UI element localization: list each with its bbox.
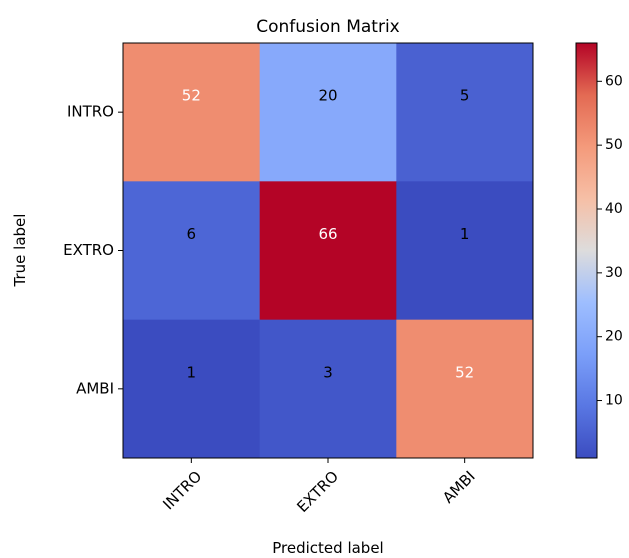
colorbar-tick-label: 60 xyxy=(605,73,623,89)
heatmap-cell xyxy=(123,43,261,182)
heatmap-cell xyxy=(396,319,534,459)
y-tick-label: AMBI xyxy=(76,379,114,397)
heatmap-cells xyxy=(123,43,534,459)
heatmap-cell xyxy=(123,319,261,459)
heatmap-cell xyxy=(396,181,534,321)
cell-value-label: 6 xyxy=(187,225,197,243)
heatmap-cell xyxy=(259,181,397,321)
colorbar-tick-label: 40 xyxy=(605,201,623,217)
y-axis-label: True label xyxy=(11,214,29,288)
cell-value-label: 1 xyxy=(460,225,470,243)
cell-value-label: 3 xyxy=(323,363,333,381)
colorbar-tick-label: 50 xyxy=(605,137,623,153)
y-tick-label: INTRO xyxy=(67,103,114,121)
colorbar-tick-label: 10 xyxy=(605,393,623,409)
x-tick-label: AMBI xyxy=(439,467,479,507)
y-tick-label: EXTRO xyxy=(63,241,114,259)
x-tick-label: INTRO xyxy=(159,467,205,513)
cell-value-label: 66 xyxy=(318,225,337,243)
x-axis-label: Predicted label xyxy=(272,539,383,557)
colorbar-ticks: 10 20 30 40 50 60 xyxy=(597,73,623,409)
colorbar: 10 20 30 40 50 60 xyxy=(575,42,623,459)
heatmap-cell xyxy=(396,43,534,182)
heatmap-cell xyxy=(123,181,261,321)
cell-value-label: 5 xyxy=(460,87,470,105)
colorbar-tick-label: 30 xyxy=(605,265,623,281)
cell-value-label: 1 xyxy=(187,363,197,381)
heatmap-cell-labels: 52 20 56 66 11 3 52 xyxy=(182,87,474,382)
cell-value-label: 52 xyxy=(182,87,201,105)
colorbar-gradient xyxy=(575,42,598,459)
colorbar-tick-label: 20 xyxy=(605,329,623,345)
chart-title: Confusion Matrix xyxy=(256,17,400,37)
heatmap-cell xyxy=(259,43,397,182)
cell-value-label: 52 xyxy=(455,363,474,381)
cell-value-label: 20 xyxy=(318,87,337,105)
x-tick-label: EXTRO xyxy=(293,467,342,516)
x-axis: INTRO EXTRO AMBI xyxy=(159,458,479,516)
y-axis: INTRO EXTRO AMBI xyxy=(63,103,123,397)
heatmap-cell xyxy=(259,319,397,459)
